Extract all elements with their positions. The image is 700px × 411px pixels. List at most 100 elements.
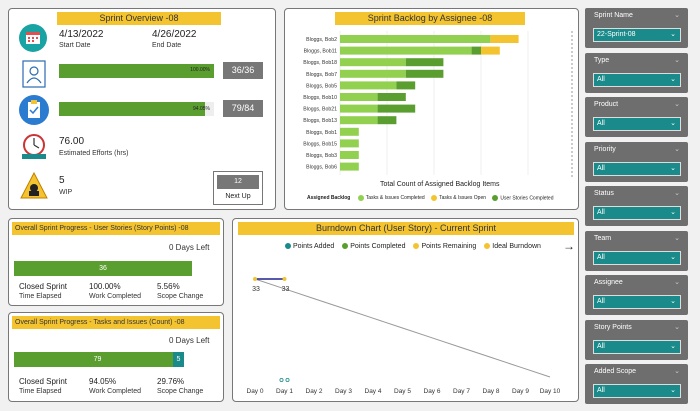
- slicer-product[interactable]: Product ⌄ All ⌄: [585, 97, 688, 137]
- slicer-team[interactable]: Team ⌄ All ⌄: [585, 230, 688, 271]
- slicer-sprint-name[interactable]: Sprint Name ⌄ 22-Sprint-08 ⌄: [585, 8, 688, 48]
- slicer-value: All: [597, 209, 605, 216]
- backlog-category-label: Bloggs, Bob21: [303, 107, 337, 113]
- backlog-bar-segment[interactable]: [340, 93, 378, 101]
- slicer-dropdown[interactable]: All ⌄: [593, 161, 681, 176]
- legend-dot-icon: [357, 195, 364, 201]
- backlog-category-label: Bloggs, Bob13: [303, 118, 337, 124]
- backlog-bar-segment[interactable]: [396, 81, 416, 90]
- efforts-value: 76.00: [59, 136, 85, 147]
- slicer-dropdown[interactable]: All ⌄: [593, 250, 681, 265]
- backlog-bar-segment[interactable]: [377, 116, 397, 125]
- points-added-marker[interactable]: [285, 378, 290, 383]
- us-work-completed-value: 100.00%: [89, 282, 121, 291]
- next-up-label: Next Up: [225, 193, 251, 200]
- dropdown-arrow-icon: ⌄: [670, 253, 676, 261]
- backlog-bar-segment[interactable]: [340, 151, 359, 159]
- us-time-elapsed-value: Closed Sprint: [19, 282, 68, 291]
- backlog-bar-segment[interactable]: [340, 81, 397, 90]
- slicer-story-points[interactable]: Story Points ⌄ All ⌄: [585, 319, 688, 360]
- ti-scope-change-value: 29.76%: [157, 377, 185, 386]
- slicer-dropdown[interactable]: All ⌄: [593, 295, 681, 309]
- start-date-label: Start Date: [59, 42, 91, 49]
- backlog-category-label: Bloggs, Bob1: [306, 130, 337, 136]
- slicer-label: Assignee: [594, 279, 623, 286]
- backlog-category-label: Bloggs, Bob11: [304, 49, 337, 55]
- burndown-title: Burndown Chart (User Story) - Current Sp…: [238, 222, 574, 235]
- backlog-bar-segment[interactable]: [405, 69, 444, 78]
- story-progress-pct: 100.00%: [190, 67, 210, 73]
- next-up-card[interactable]: 12 Next Up: [213, 171, 263, 205]
- burndown-x-tick: Day 2: [306, 388, 323, 395]
- slicer-value: All: [597, 298, 605, 305]
- chevron-down-icon[interactable]: ⌄: [674, 190, 680, 197]
- backlog-bar-segment[interactable]: [471, 46, 481, 55]
- drill-arrow-icon[interactable]: →: [563, 239, 575, 253]
- backlog-bar-segment[interactable]: [340, 116, 378, 125]
- legend-dot-icon: [492, 195, 499, 201]
- backlog-bar-segment[interactable]: [340, 139, 359, 148]
- us-days-left: 0 Days Left: [169, 243, 210, 252]
- slicer-label: Sprint Name: [594, 12, 633, 19]
- backlog-bar-segment[interactable]: [481, 46, 500, 55]
- legend-dot-icon: [413, 243, 420, 250]
- points-remaining-marker[interactable]: [282, 277, 287, 281]
- backlog-bar-segment[interactable]: [340, 58, 406, 67]
- slicer-value: All: [597, 164, 605, 172]
- backlog-bar-segment[interactable]: [340, 127, 359, 136]
- backlog-category-label: Bloggs, Bob7: [306, 72, 337, 78]
- story-progress-bar: [59, 64, 214, 78]
- slicer-assignee[interactable]: Assignee ⌄ All ⌄: [585, 275, 688, 315]
- points-remaining-marker[interactable]: [253, 277, 257, 281]
- end-date: 4/26/2022: [152, 29, 197, 40]
- slicer-dropdown[interactable]: All ⌄: [593, 117, 681, 131]
- chevron-down-icon[interactable]: ⌄: [674, 279, 680, 286]
- ti-work-completed-label: Work Completed: [89, 388, 142, 395]
- slicer-dropdown[interactable]: All ⌄: [593, 384, 681, 398]
- backlog-bar-segment[interactable]: [340, 104, 378, 113]
- burndown-x-tick: Day 10: [540, 388, 561, 395]
- slicer-label: Story Points: [594, 323, 632, 331]
- backlog-bar-segment[interactable]: [340, 35, 491, 43]
- ideal-burndown-line: [254, 278, 551, 378]
- slicer-dropdown[interactable]: 22-Sprint-08 ⌄: [593, 28, 681, 42]
- backlog-bar-segment[interactable]: [340, 69, 406, 78]
- chevron-down-icon[interactable]: ⌄: [674, 12, 680, 19]
- slicer-status[interactable]: Status ⌄ All ⌄: [585, 186, 688, 226]
- backlog-bar-segment[interactable]: [377, 104, 416, 113]
- burndown-legend-item: Points Added: [293, 243, 335, 250]
- backlog-bar-segment[interactable]: [490, 35, 519, 43]
- slicer-value: All: [597, 75, 605, 83]
- slicer-added-scope[interactable]: Added Scope ⌄ All ⌄: [585, 364, 688, 404]
- backlog-bar-segment[interactable]: [377, 93, 406, 101]
- chevron-down-icon[interactable]: ⌄: [674, 56, 680, 64]
- calendar-icon: [19, 24, 47, 52]
- chevron-down-icon[interactable]: ⌄: [674, 234, 680, 242]
- chevron-down-icon[interactable]: ⌄: [674, 145, 680, 153]
- task-progress-pct: 94.05%: [193, 106, 210, 112]
- dropdown-arrow-icon: ⌄: [670, 164, 676, 172]
- chevron-down-icon[interactable]: ⌄: [674, 323, 680, 331]
- slicer-value: 22-Sprint-08: [597, 31, 636, 38]
- us-progress-bar: 36: [14, 261, 192, 276]
- backlog-category-label: Bloggs, Bob6: [306, 165, 337, 171]
- backlog-bar-segment[interactable]: [405, 58, 444, 67]
- stopwatch-icon: [19, 131, 49, 161]
- backlog-category-label: Bloggs, Bob18: [303, 60, 337, 66]
- backlog-bar-segment[interactable]: [340, 46, 472, 55]
- slicer-dropdown[interactable]: All ⌄: [593, 206, 681, 220]
- slicer-priority[interactable]: Priority ⌄ All ⌄: [585, 141, 688, 182]
- chevron-down-icon[interactable]: ⌄: [674, 101, 680, 108]
- next-up-value: 12: [217, 175, 259, 189]
- ti-work-completed-value: 94.05%: [89, 377, 117, 386]
- chevron-down-icon[interactable]: ⌄: [674, 368, 680, 375]
- ti-progress-title: Overall Sprint Progress - Tasks and Issu…: [12, 316, 220, 329]
- slicer-type[interactable]: Type ⌄ All ⌄: [585, 52, 688, 93]
- points-added-marker[interactable]: [279, 378, 284, 383]
- slicer-label: Priority: [594, 145, 616, 153]
- backlog-title: Sprint Backlog by Assignee -08: [335, 12, 525, 25]
- end-date-label: End Date: [152, 42, 182, 49]
- backlog-bar-segment[interactable]: [340, 162, 359, 171]
- slicer-dropdown[interactable]: All ⌄: [593, 72, 681, 87]
- slicer-dropdown[interactable]: All ⌄: [593, 339, 681, 354]
